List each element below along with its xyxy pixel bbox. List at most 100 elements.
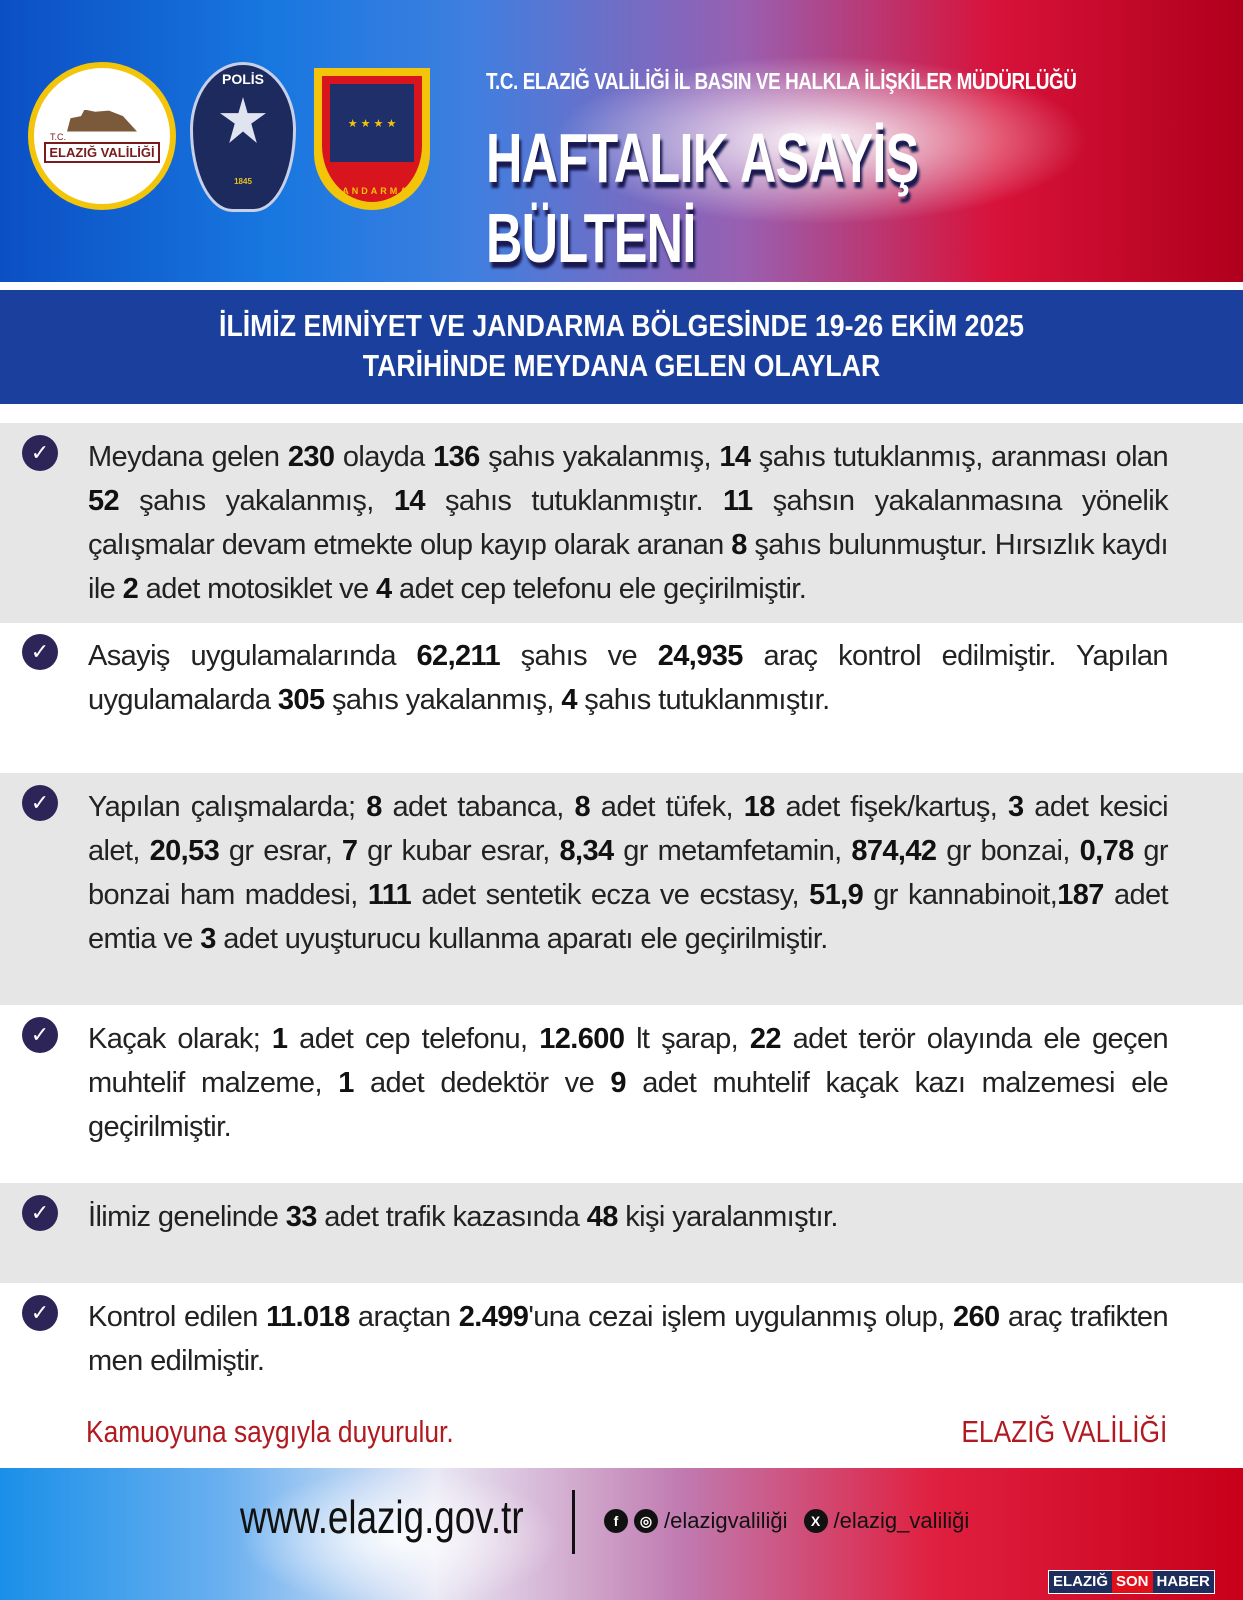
text-segment: Yapılan çalışmalarda; [88, 791, 367, 823]
divider [572, 1490, 575, 1554]
check-circle-icon: ✓ [22, 785, 58, 821]
highlight-number: 8,34 [559, 835, 614, 867]
text-segment: kişi yaralanmıştır. [617, 1201, 838, 1233]
text-segment: gr esrar, [219, 835, 342, 867]
text-segment: adet muhtelif kaçak kazı malzemesi ele g… [88, 1067, 1169, 1143]
text-segment: şahıs tutuklanmış, aranması olan [750, 441, 1169, 473]
highlight-number: 7 [341, 835, 358, 867]
item-text: Meydana gelen 230 olayda 136 şahıs yakal… [88, 435, 1169, 611]
highlight-number: 51,9 [809, 879, 864, 911]
highlight-number: 4 [376, 573, 392, 605]
band-line-1: İLİMİZ EMNİYET VE JANDARMA BÖLGESİNDE 19… [219, 308, 1024, 343]
police-year: 1845 [234, 177, 252, 186]
text-segment: şahıs ve [500, 640, 658, 672]
header-banner: T.C. ELAZIĞ VALİLİĞİ POLİS 1845 ★ ★ ★ ★ … [0, 0, 1243, 282]
instagram-icon[interactable]: ◎ [634, 1509, 658, 1533]
website-link[interactable]: www.elazig.gov.tr [240, 1491, 524, 1543]
check-circle-icon: ✓ [22, 1295, 58, 1331]
text-segment: lt şarap, [624, 1023, 750, 1055]
highlight-number: 33 [285, 1201, 318, 1233]
highlight-number: 48 [586, 1201, 619, 1233]
highlight-number: 52 [88, 485, 120, 517]
x-icon[interactable]: X [803, 1509, 828, 1533]
text-segment: gr bonzai ham maddesi, [88, 835, 1169, 911]
check-circle-icon: ✓ [22, 1017, 58, 1053]
highlight-number: 2 [122, 573, 139, 605]
text-segment: şahıs tutuklanmıştır. [576, 684, 830, 716]
badge-part: ELAZIĞ [1049, 1571, 1112, 1593]
highlight-number: 0,78 [1079, 835, 1135, 867]
badge-part: HABER [1152, 1571, 1214, 1593]
text-segment: şahıs tutuklanmıştır. [424, 485, 724, 517]
social-handle-2[interactable]: /elazig_valiliği [833, 1508, 970, 1533]
text-segment: adet tüfek, [590, 791, 744, 823]
jandarma-label: JANDARMA [334, 186, 410, 196]
police-label: POLİS [221, 71, 264, 87]
text-segment: adet cep telefonu ele geçirilmiştir. [391, 573, 807, 605]
title-band: İLİMİZ EMNİYET VE JANDARMA BÖLGESİNDE 19… [0, 290, 1243, 404]
highlight-number: 18 [743, 791, 776, 823]
highlight-number: 8 [574, 791, 591, 823]
highlight-number: 14 [393, 485, 426, 517]
text-segment: gr metamfetamin, [613, 835, 852, 867]
highlight-number: 12.600 [539, 1023, 625, 1055]
bulletin-item: ✓ Kaçak olarak; 1 adet cep telefonu, 12.6… [0, 1005, 1243, 1183]
highlight-number: 14 [719, 441, 751, 473]
highlight-number: 62,211 [416, 640, 501, 672]
item-text: Yapılan çalışmalarda; 8 adet tabanca, 8 … [88, 785, 1169, 961]
facebook-icon[interactable]: f [604, 1509, 628, 1533]
highlight-number: 22 [749, 1023, 782, 1055]
logo-name: ELAZIĞ VALİLİĞİ [44, 141, 160, 163]
check-circle-icon: ✓ [22, 634, 58, 670]
check-circle-icon: ✓ [22, 1195, 58, 1231]
text-segment: adet kesici alet, [88, 791, 1169, 867]
text-segment: İlimiz genelinde [88, 1201, 286, 1233]
text-segment: adet dedektör ve [353, 1067, 611, 1099]
text-segment: araç trafikten men edilmiştir. [88, 1301, 1169, 1377]
elazig-son-haber-badge: ELAZIĞ SON HABER [1048, 1570, 1215, 1594]
highlight-number: 8 [731, 529, 747, 561]
text-segment: adet trafik kazasında [316, 1201, 587, 1233]
highlight-number: 24,935 [657, 640, 744, 672]
text-segment: gr bonzai, [936, 835, 1080, 867]
item-text: İlimiz genelinde 33 adet trafik kazasınd… [88, 1195, 1168, 1239]
text-segment: şahıs bulunmuştur. Hırsızlık kaydı ile [88, 529, 1169, 605]
text-segment: adet tabanca, [381, 791, 575, 823]
star-icon [220, 97, 266, 143]
item-text: Asayiş uygulamalarında 62,211 şahıs ve 2… [88, 634, 1169, 722]
item-text: Kaçak olarak; 1 adet cep telefonu, 12.60… [88, 1017, 1169, 1149]
text-segment: Kontrol edilen [88, 1301, 267, 1333]
social-handle-1[interactable]: /elazigvaliliği [664, 1508, 788, 1533]
jandarma-emblem: ★ ★ ★ ★ JANDARMA [314, 68, 430, 210]
text-segment: araç kontrol edilmiştir. Yapılan uygulam… [88, 640, 1169, 716]
bulletin-item: ✓ Yapılan çalışmalarda; 8 adet tabanca, 8… [0, 773, 1243, 1005]
highlight-number: 20,53 [149, 835, 220, 867]
closing-note: Kamuoyuna saygıyla duyurulur. [86, 1414, 454, 1449]
text-segment: araçtan [349, 1301, 459, 1333]
bulletin-item: ✓ Meydana gelen 230 olayda 136 şahıs yaka… [0, 423, 1243, 623]
band-line-2: TARİHİNDE MEYDANA GELEN OLAYLAR [362, 348, 881, 383]
text-segment: adet emtia ve [88, 879, 1169, 955]
header-subtitle: T.C. ELAZIĞ VALİLİĞİ İL BASIN VE HALKLA … [486, 68, 1077, 94]
highlight-number: 9 [610, 1067, 626, 1099]
highlight-number: 136 [433, 441, 480, 473]
castle-icon [67, 109, 137, 132]
logo-prefix: T.C. [50, 131, 67, 142]
bulletin-item: ✓ Kontrol edilen 11.018 araçtan 2.499'una… [0, 1283, 1243, 1403]
text-segment: şahıs yakalanmış, [324, 684, 562, 716]
text-segment: adet uyuşturucu kullanma aparatı ele geç… [215, 923, 828, 955]
text-segment: Kaçak olarak; [88, 1023, 272, 1055]
highlight-number: 111 [367, 879, 412, 911]
text-segment: gr kubar esrar, [357, 835, 560, 867]
highlight-number: 3 [1008, 791, 1024, 823]
bulletin-item: ✓ Asayiş uygulamalarında 62,211 şahıs ve … [0, 622, 1243, 773]
highlight-number: 230 [287, 441, 335, 473]
text-segment: adet motosiklet ve [138, 573, 377, 605]
header-title: HAFTALIK ASAYİŞ BÜLTENİ [486, 119, 919, 277]
text-segment: adet fişek/kartuş, [774, 791, 1008, 823]
item-text: Kontrol edilen 11.018 araçtan 2.499'una … [88, 1295, 1169, 1383]
highlight-number: 4 [561, 684, 577, 716]
highlight-number: 187 [1057, 879, 1104, 911]
highlight-number: 8 [366, 791, 382, 823]
highlight-number: 1 [338, 1067, 354, 1099]
